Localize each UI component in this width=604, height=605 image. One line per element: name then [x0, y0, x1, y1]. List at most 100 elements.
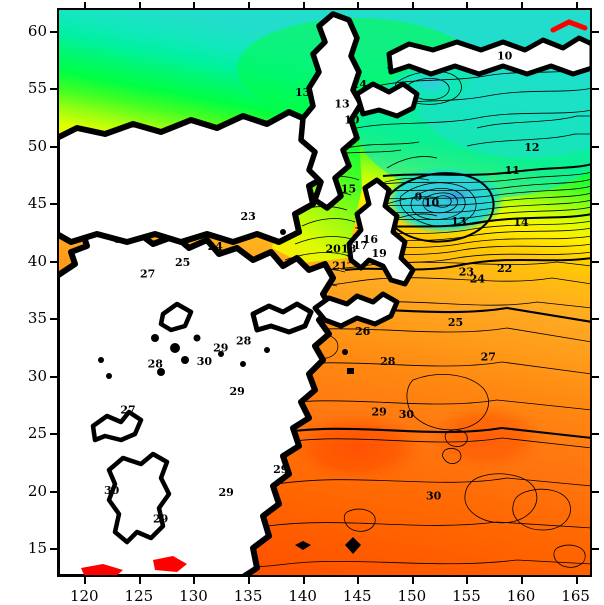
contour-value-label: 11	[505, 164, 520, 177]
y-tick-mark	[50, 145, 57, 148]
y-tick-label: 60	[27, 21, 47, 40]
contour-value-label: 13	[451, 215, 466, 228]
y-tick-mark	[50, 88, 57, 91]
x-tick-mark	[138, 577, 141, 584]
y-tick-mark-right	[592, 260, 599, 263]
x-tick-mark-top	[575, 2, 578, 9]
x-tick-mark	[411, 577, 414, 584]
contour-value-label: 9	[415, 191, 423, 204]
y-tick-label: 35	[27, 309, 47, 328]
x-tick-label: 145	[342, 587, 372, 605]
y-tick-label: 45	[27, 194, 47, 213]
contour-value-label: 19	[371, 247, 386, 260]
x-tick-mark-top	[357, 2, 360, 9]
x-tick-mark-top	[302, 2, 305, 9]
x-tick-mark	[466, 577, 469, 584]
x-tick-label: 135	[233, 587, 263, 605]
y-tick-mark	[50, 203, 57, 206]
x-tick-mark	[84, 577, 87, 584]
contour-value-label: 28	[148, 357, 164, 370]
contour-value-label: 30	[104, 484, 120, 497]
x-tick-label: 165	[561, 587, 590, 605]
x-tick-label: 130	[179, 587, 208, 605]
y-tick-mark-right	[592, 30, 599, 33]
contour-value-label: 30	[399, 408, 415, 421]
contour-value-label: 27	[120, 403, 135, 416]
contour-value-label: 27	[140, 268, 155, 281]
contour-value-label: 14	[513, 216, 529, 229]
y-tick-mark-right	[592, 88, 599, 91]
contour-value-label: 15	[341, 183, 356, 196]
x-tick-mark-top	[248, 2, 251, 9]
y-tick-mark-right	[592, 548, 599, 551]
contour-value-label: 18	[341, 242, 357, 255]
contour-value-label: 10	[497, 49, 513, 62]
contour-value-label: 30	[197, 355, 213, 368]
y-tick-mark-right	[592, 145, 599, 148]
y-tick-label: 20	[27, 481, 47, 500]
contour-value-label: 13	[334, 98, 349, 111]
contour-value-label: 17	[353, 239, 368, 252]
x-tick-label: 160	[506, 587, 536, 605]
y-tick-label: 55	[27, 79, 47, 98]
contour-value-label: 28	[236, 334, 252, 347]
contour-value-label: 26	[355, 325, 371, 338]
x-tick-mark-top	[138, 2, 141, 9]
contour-value-label: 29	[230, 385, 245, 398]
y-tick-mark-right	[592, 490, 599, 493]
x-tick-mark	[575, 577, 578, 584]
contour-value-label: 30	[426, 490, 442, 503]
contour-value-label: 25	[175, 256, 190, 269]
y-tick-mark	[50, 548, 57, 551]
y-tick-label: 50	[27, 136, 47, 155]
x-tick-mark	[357, 577, 360, 584]
x-tick-label: 140	[288, 587, 317, 605]
contour-value-label: 29	[213, 341, 228, 354]
y-tick-label: 30	[27, 366, 47, 385]
x-tick-label: 155	[452, 587, 481, 605]
contour-value-label: 29	[153, 513, 168, 526]
contour-value-label: 24	[208, 240, 224, 253]
contour-value-label: 16	[363, 233, 379, 246]
contour-value-label: 29	[273, 463, 288, 476]
contour-value-label: 23	[240, 210, 255, 223]
y-tick-mark-right	[592, 433, 599, 436]
contour-value-label: 23	[459, 265, 474, 278]
contour-value-label: 27	[481, 350, 496, 363]
contour-value-label: 29	[219, 486, 234, 499]
contour-value-label: 28	[380, 355, 396, 368]
contour-map-canvas: 10 14 13 13 10 12 11 9 10 13 14 15 16 17 18 19 20 21 22 23 2…	[57, 8, 592, 577]
x-tick-label: 150	[397, 587, 427, 605]
x-tick-mark	[521, 577, 524, 584]
x-tick-mark-top	[466, 2, 469, 9]
contour-value-label: 24	[470, 272, 486, 285]
y-tick-label: 25	[27, 424, 47, 443]
contour-value-label: 14	[352, 78, 368, 91]
x-tick-mark-top	[521, 2, 524, 9]
x-tick-label: 125	[124, 587, 154, 605]
x-tick-mark-top	[84, 2, 87, 9]
y-tick-label: 40	[27, 251, 47, 270]
contour-value-label: 25	[448, 316, 463, 329]
contour-value-label: 29	[371, 406, 386, 419]
x-tick-mark-top	[411, 2, 414, 9]
contour-value-label: 13	[295, 86, 310, 99]
y-tick-mark-right	[592, 318, 599, 321]
contour-value-label: 10	[344, 114, 360, 127]
contour-value-label: 10	[424, 196, 440, 209]
coastline-and-land	[57, 11, 592, 577]
x-tick-mark	[193, 577, 196, 584]
y-tick-mark	[50, 490, 57, 493]
x-tick-mark-top	[193, 2, 196, 9]
y-tick-mark	[50, 318, 57, 321]
x-tick-mark	[248, 577, 251, 584]
y-tick-mark	[50, 433, 57, 436]
y-tick-mark	[50, 30, 57, 33]
y-tick-mark-right	[592, 203, 599, 206]
x-tick-label: 120	[69, 587, 99, 605]
contour-value-label: 21	[332, 260, 347, 273]
contour-value-label: 12	[524, 141, 539, 154]
contour-value-label: 20	[326, 242, 342, 255]
